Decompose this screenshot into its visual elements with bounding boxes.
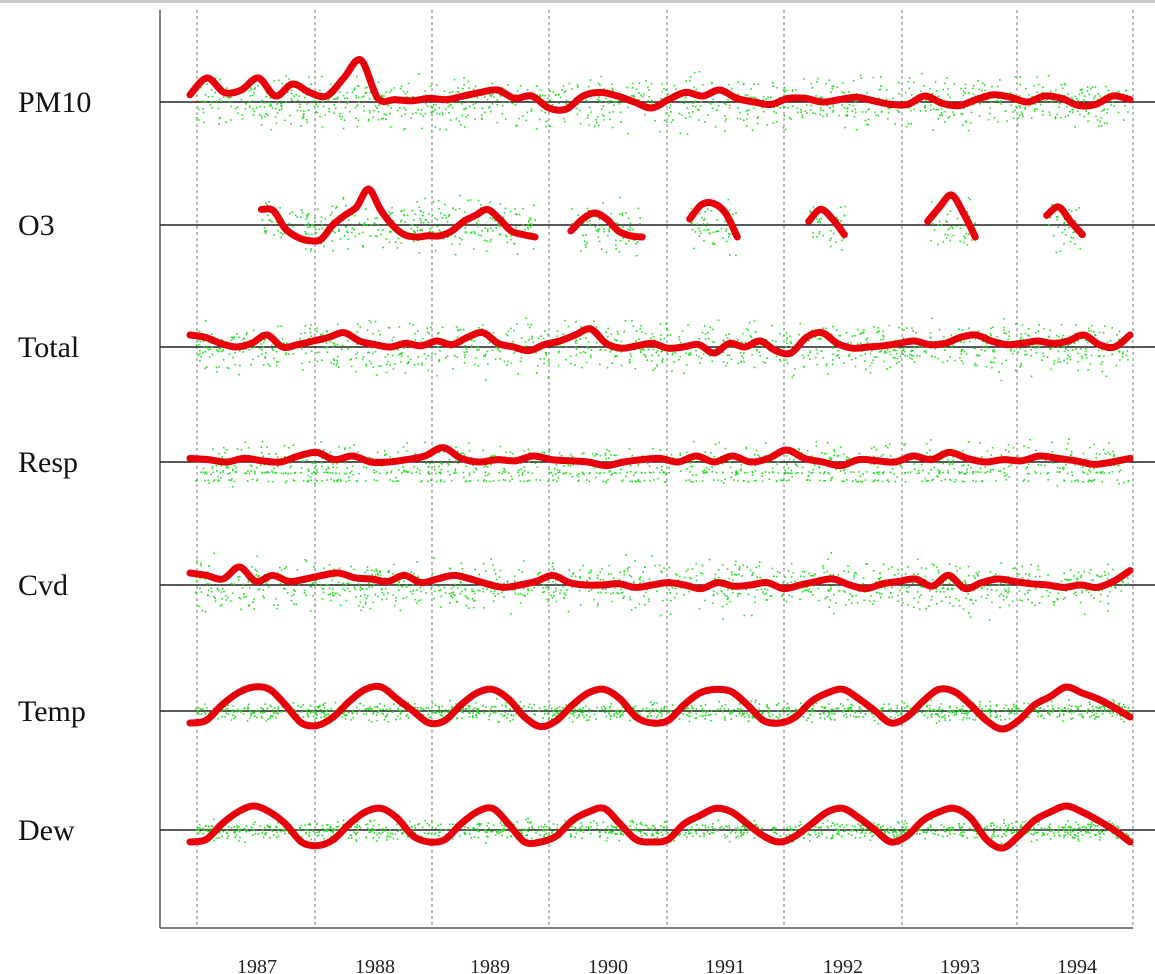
row-label-dew: Dew — [18, 814, 75, 847]
row-label-total: Total — [18, 331, 79, 364]
year-label-1994: 1994 — [1057, 956, 1097, 974]
smooth-line-o3-3 — [805, 205, 848, 239]
scatter-resp — [195, 438, 1130, 488]
row-resp: Resp — [18, 438, 1155, 488]
row-label-resp: Resp — [18, 446, 78, 479]
smooth-line-cvd — [186, 563, 1134, 593]
smooth-line-pm10 — [186, 56, 1134, 114]
row-label-pm10: PM10 — [18, 86, 91, 119]
year-label-1989: 1989 — [470, 956, 510, 974]
smooth-line-o3-2 — [686, 198, 741, 241]
year-label-1992: 1992 — [823, 956, 863, 974]
year-label-1993: 1993 — [940, 956, 980, 974]
row-temp: Temp — [18, 682, 1155, 733]
smooth-line-dew — [186, 802, 1134, 852]
row-o3: O3 — [18, 185, 1155, 257]
top-border — [0, 0, 1155, 3]
year-label-1990: 1990 — [588, 956, 628, 974]
row-total: Total — [18, 317, 1155, 382]
row-pm10: PM10 — [18, 56, 1155, 135]
smooth-line-o3-1 — [567, 209, 646, 241]
smooth-line-resp — [186, 444, 1134, 470]
row-label-temp: Temp — [18, 695, 86, 728]
year-label-1987: 1987 — [237, 956, 277, 974]
year-label-1988: 1988 — [355, 956, 395, 974]
smooth-line-o3-0 — [257, 185, 539, 245]
row-dew: Dew — [18, 802, 1155, 852]
smooth-line-o3-4 — [924, 191, 979, 241]
row-cvd: Cvd — [18, 552, 1155, 621]
smooth-line-o3-5 — [1043, 203, 1086, 239]
row-label-cvd: Cvd — [18, 569, 68, 602]
smooth-line-temp — [186, 682, 1134, 733]
smooth-line-total — [186, 325, 1134, 358]
row-label-o3: O3 — [18, 209, 55, 242]
year-label-1991: 1991 — [705, 956, 745, 974]
